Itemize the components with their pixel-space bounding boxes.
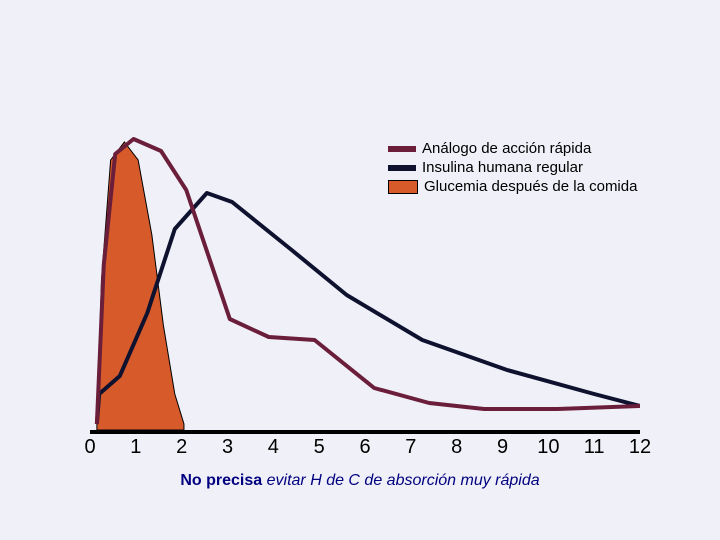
x-tick: 8 xyxy=(451,436,462,459)
legend: Análogo de acción rápida Insulina humana… xyxy=(388,140,637,196)
legend-item-glucemia: Glucemia después de la comida xyxy=(388,178,637,197)
x-tick: 11 xyxy=(584,436,605,459)
x-tick: 7 xyxy=(405,436,416,459)
legend-swatch-glucemia xyxy=(388,180,418,194)
x-tick: 9 xyxy=(497,436,508,459)
legend-item-analogo: Análogo de acción rápida xyxy=(388,140,637,159)
x-tick: 2 xyxy=(176,436,187,459)
legend-label-regular: Insulina humana regular xyxy=(422,159,583,178)
x-tick: 3 xyxy=(222,436,233,459)
caption-bold: No precisa xyxy=(180,472,262,489)
legend-label-analogo: Análogo de acción rápida xyxy=(422,140,591,159)
legend-item-regular: Insulina humana regular xyxy=(388,159,637,178)
x-axis-labels: 0123456789101112 xyxy=(90,436,650,466)
caption-rest: evitar H de C de absorción muy rápida xyxy=(262,472,539,489)
x-tick: 0 xyxy=(84,436,95,459)
x-tick: 1 xyxy=(130,436,141,459)
legend-label-glucemia: Glucemia después de la comida xyxy=(424,178,637,197)
x-tick: 10 xyxy=(537,436,559,459)
x-tick: 12 xyxy=(629,436,651,459)
x-tick: 6 xyxy=(359,436,370,459)
x-tick: 4 xyxy=(268,436,279,459)
x-tick: 5 xyxy=(314,436,325,459)
legend-swatch-regular xyxy=(388,165,416,171)
legend-swatch-analogo xyxy=(388,146,416,152)
caption: No precisa evitar H de C de absorción mu… xyxy=(0,472,720,490)
